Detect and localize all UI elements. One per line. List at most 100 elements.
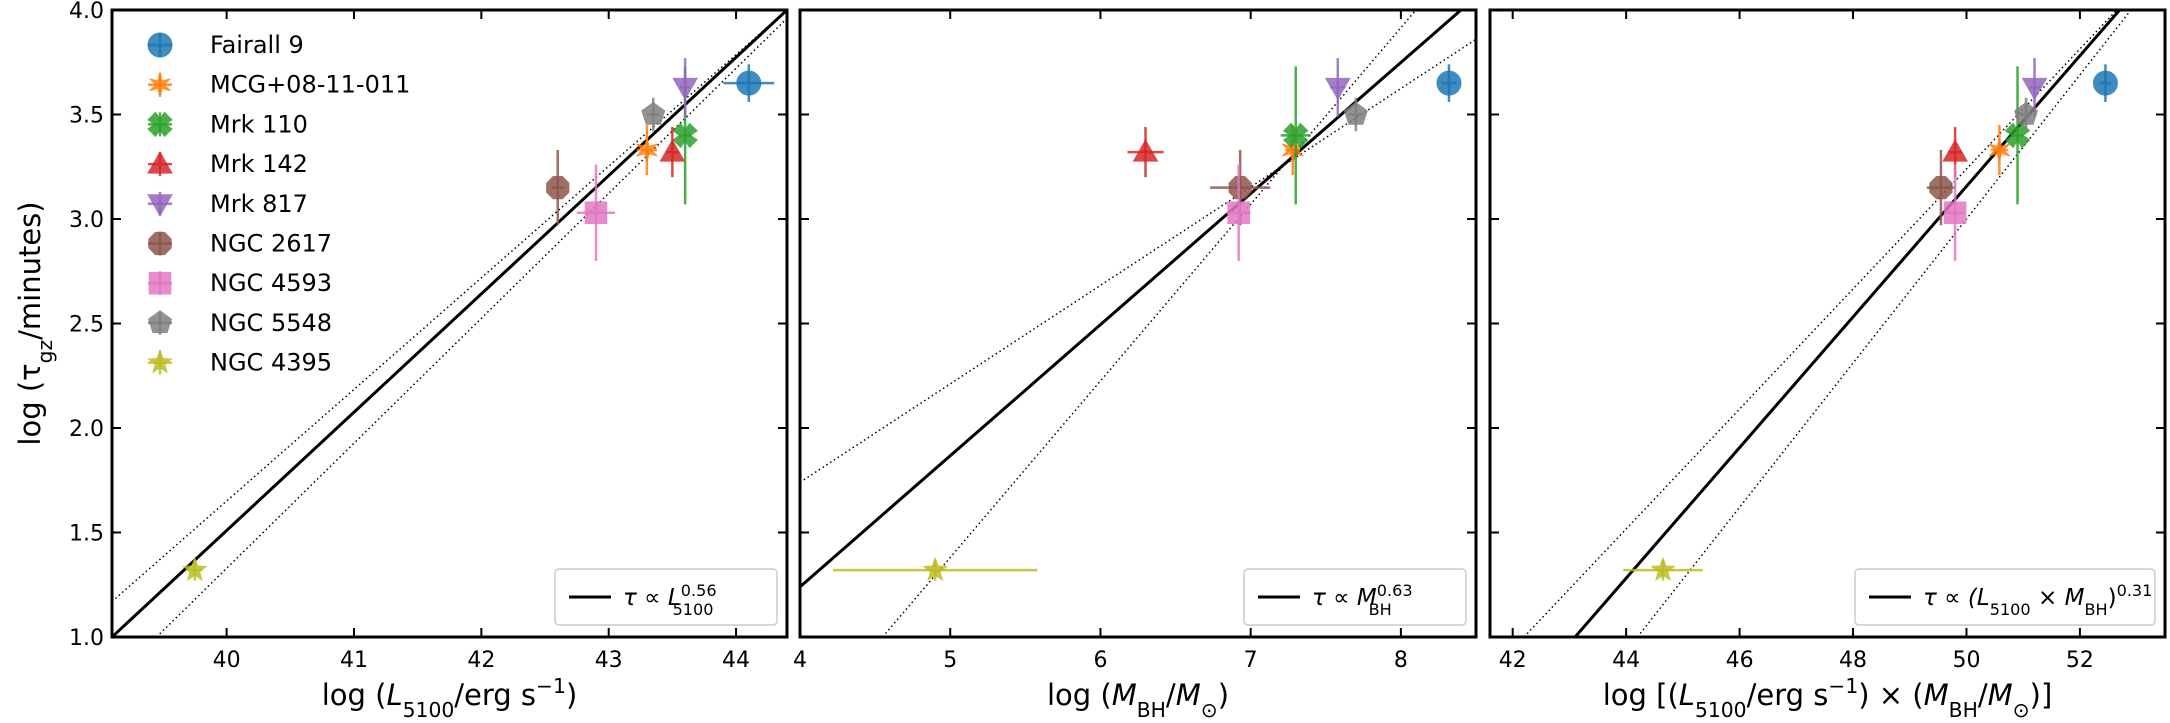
legend-label: Fairall 9: [210, 31, 304, 59]
point-marker: [659, 139, 686, 162]
legend-item-fairall-9: Fairall 9: [147, 31, 304, 59]
y-tick-label: 3.0: [69, 208, 104, 233]
panel-left: 40 41 42 43 44 1.0 1.5 2.0 2.5 3.0 3.5 4.0 log (L510…: [13, 0, 789, 722]
legend-item-ngc-2617: NGC 2617: [148, 230, 332, 258]
legend-marker: [147, 111, 173, 138]
data-point-ngc-4593: [1226, 164, 1251, 261]
point-marker: [2014, 101, 2039, 125]
fit-bound-line-2: [1636, 10, 2132, 637]
fit-legend: τ ∝ L0.56 5100: [554, 568, 778, 626]
fit-legend-box: [1854, 568, 2156, 626]
point-marker: [922, 556, 948, 581]
fit-line: [800, 10, 1462, 588]
point-marker: [1650, 556, 1676, 581]
legend-label: Mrk 817: [210, 190, 308, 218]
fit-bound-line-2: [882, 10, 1417, 637]
data-point-ngc-5548: [2014, 97, 2039, 132]
x-tick-label: 42: [1499, 648, 1527, 673]
data-point-mrk-817: [1324, 58, 1351, 117]
legend-item-mrk-817: Mrk 817: [147, 190, 308, 218]
plot-area-middle: [800, 10, 1476, 637]
x-tick-label: 50: [1952, 648, 1980, 673]
legend-item-ngc-4593: NGC 4593: [148, 269, 332, 297]
legend-marker: [149, 72, 171, 97]
plot-area-left: [112, 10, 787, 637]
axes-frame: [798, 8, 1478, 639]
x-tick-label: 44: [722, 648, 750, 673]
legend: Fairall 9 MCG+08-11-011 Mrk 110 Mrk 142 Mrk …: [147, 31, 410, 377]
y-axis-label: log (τgz/minutes): [13, 201, 57, 445]
data-point-mrk-110: [1280, 66, 1311, 205]
point-marker: [584, 201, 608, 225]
fit-legend-box: [554, 568, 778, 626]
point-marker: [636, 137, 658, 163]
x-tick-label: 48: [1839, 648, 1867, 673]
data-point-mrk-142: [1127, 127, 1164, 178]
legend-marker: [147, 349, 173, 374]
x-tick-label: 44: [1612, 648, 1640, 673]
point-marker: [1227, 201, 1250, 225]
legend-label: NGC 4395: [210, 349, 332, 377]
legend-item-mrk-110: Mrk 110: [147, 110, 308, 138]
data-point-ngc-2617: [1926, 150, 1956, 226]
data-point-mrk-817: [2021, 58, 2048, 117]
x-axis-label: log [(L5100/erg s−1) × (MBH/M⊙)]: [1603, 674, 2053, 722]
legend-marker: [147, 151, 173, 174]
point-marker: [2021, 77, 2048, 101]
axes-frame: [1488, 8, 2167, 639]
data-point-ngc-4593: [576, 164, 616, 261]
x-tick-label: 52: [2066, 648, 2094, 673]
legend-label: NGC 2617: [210, 230, 332, 258]
data-point-mcg-08-11-011: [1988, 124, 2011, 176]
point-marker: [672, 77, 698, 101]
legend-item-ngc-5548: NGC 5548: [148, 309, 332, 337]
panel-right: 42 44 46 48 50 52 log [(L5100/erg s−1) × (MBH/…: [1488, 8, 2167, 722]
point-marker: [641, 101, 666, 125]
legend-item-ngc-4395: NGC 4395: [147, 349, 332, 377]
fit-line: [112, 10, 787, 637]
y-tick-label: 4.0: [69, 0, 104, 24]
point-marker: [1324, 77, 1351, 101]
data-point-ngc-4395: [182, 556, 208, 581]
legend-label: NGC 5548: [210, 309, 332, 337]
y-tick-label: 1.5: [69, 522, 104, 547]
y-tick-label: 3.5: [69, 104, 104, 129]
point-marker: [1436, 70, 1462, 96]
data-point-ngc-5548: [1343, 97, 1368, 132]
point-marker: [1929, 176, 1953, 200]
point-marker: [1228, 176, 1252, 200]
fit-line: [1573, 10, 2121, 637]
x-tick-label: 40: [213, 648, 241, 673]
data-point-mrk-110: [2004, 66, 2031, 205]
y-tick-label: 2.0: [69, 417, 104, 442]
data-point-fairall-9: [2092, 64, 2118, 102]
data-point-mrk-817: [672, 58, 698, 117]
fit-legend: τ ∝ (L5100 × MBH)0.31: [1854, 568, 2156, 626]
x-tick-label: 4: [793, 648, 807, 673]
point-marker: [1343, 101, 1368, 125]
x-tick-label: 8: [1394, 648, 1408, 673]
point-marker: [672, 122, 698, 149]
plot-area-right: [1523, 10, 2132, 637]
y-tick-label: 1.0: [69, 626, 104, 651]
x-axis-label: log (L5100/erg s−1): [322, 674, 578, 722]
panel-middle: 4 5 6 7 8 log (MBH/M⊙) τ ∝ M0.63 BH: [793, 8, 1478, 722]
legend-marker: [148, 310, 172, 334]
y-tick-label: 2.5: [69, 313, 104, 338]
fit-legend-label: τ ∝ M0.63 BH: [1312, 581, 1413, 619]
fit-legend: τ ∝ M0.63 BH: [1243, 568, 1467, 626]
data-point-fairall-9: [1436, 64, 1462, 102]
data-point-ngc-4395: [833, 556, 1038, 581]
x-tick-label: 43: [595, 648, 623, 673]
data-point-ngc-4593: [1943, 164, 1967, 261]
point-marker: [1282, 122, 1309, 149]
x-tick-label: 7: [1244, 648, 1258, 673]
legend-label: Mrk 110: [210, 110, 308, 138]
point-marker: [1132, 139, 1159, 162]
point-marker: [182, 556, 208, 581]
legend-item-mrk-142: Mrk 142: [147, 150, 308, 178]
x-axis-label: log (MBH/M⊙): [1047, 678, 1229, 722]
fit-bound-line-2: [156, 17, 787, 637]
legend-label: MCG+08-11-011: [210, 71, 410, 99]
data-point-ngc-5548: [641, 97, 666, 132]
